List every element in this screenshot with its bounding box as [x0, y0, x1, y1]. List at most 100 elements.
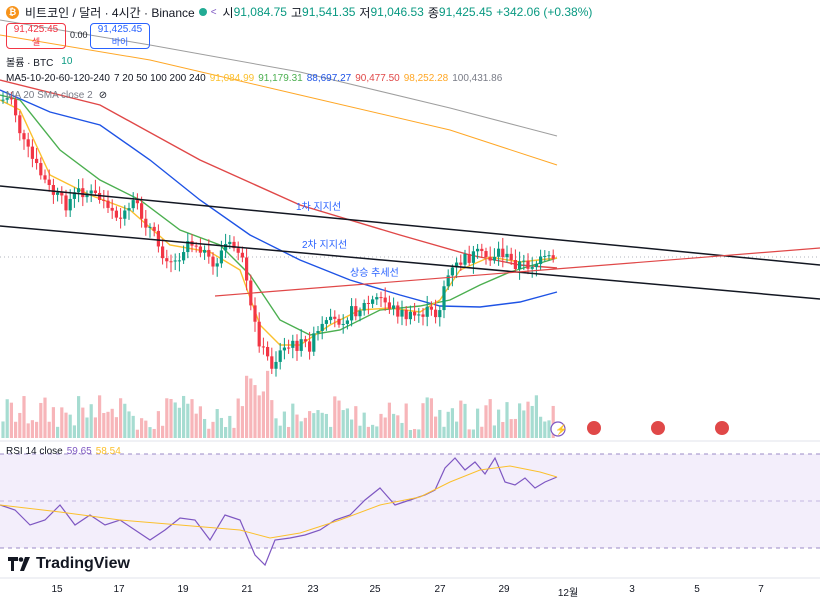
candle: [156, 230, 160, 247]
volume-bar: [249, 378, 253, 438]
volume-bar: [198, 406, 202, 438]
candle: [207, 249, 211, 257]
volume-bar: [387, 402, 391, 438]
candle: [543, 255, 547, 257]
candle: [387, 302, 391, 309]
volume-bar: [539, 416, 543, 438]
volume-bar: [417, 429, 421, 438]
candle: [308, 341, 312, 352]
candle: [316, 330, 320, 334]
candle: [131, 200, 135, 209]
support-line-2[interactable]: [0, 225, 820, 300]
candle: [421, 314, 425, 317]
us-flag-icon[interactable]: [715, 421, 729, 435]
candle: [320, 323, 324, 331]
candle: [30, 146, 34, 159]
volume-bar: [257, 395, 261, 438]
trend-lines[interactable]: [0, 185, 820, 300]
volume-bar: [110, 408, 114, 438]
support-line-1[interactable]: [0, 185, 820, 266]
sell-button[interactable]: 91,425.45 셀: [6, 23, 66, 49]
event-icons[interactable]: ⚡: [550, 421, 729, 437]
ma100-value: 90,477.50: [355, 73, 400, 84]
volume-bar: [47, 421, 51, 438]
volume-bar: [156, 411, 160, 438]
candle: [505, 253, 509, 258]
candle: [413, 311, 417, 316]
ma20-value: 91,179.31: [258, 73, 303, 84]
ma-line: [0, 19, 558, 137]
uptrend-line[interactable]: [214, 247, 820, 297]
symbol-title[interactable]: 비트코인 / 달러 · 4시간 · Binance: [25, 5, 195, 20]
volume-bar: [253, 385, 257, 438]
spread-value: 0.00: [70, 30, 88, 40]
share-icon[interactable]: <: [210, 6, 217, 18]
x-tick: 17: [113, 584, 125, 595]
volume-bar: [22, 396, 26, 438]
dividend-icon[interactable]: [550, 421, 566, 437]
bitcoin-icon: ₿: [6, 5, 19, 19]
volume-bar: [39, 402, 43, 438]
volume-bar: [152, 428, 156, 438]
x-tick: 27: [434, 584, 446, 595]
high-label: 고: [290, 5, 303, 20]
candle: [375, 297, 379, 300]
volume-bar: [534, 395, 538, 438]
eye-hidden-icon[interactable]: ⊘: [98, 90, 108, 101]
candle: [140, 203, 144, 219]
volume-bar: [543, 421, 547, 438]
volume-bar: [480, 426, 484, 438]
candle: [182, 252, 186, 261]
volume-bar: [261, 391, 265, 438]
candle: [337, 318, 341, 325]
buy-button[interactable]: 91,425.45 바이: [90, 23, 150, 49]
volume-bar: [30, 420, 34, 438]
candle: [383, 297, 387, 303]
market-status-icon[interactable]: [198, 8, 207, 16]
volume-bar: [161, 425, 165, 438]
ma-legend[interactable]: MA5-10-20-60-120-240 7 20 50 100 200 240…: [6, 73, 502, 84]
x-tick: 5: [694, 584, 700, 595]
volume-bar: [295, 414, 299, 438]
time-axis[interactable]: 15 17 19 21 23 25 27 29 12월 3 5 7: [0, 584, 820, 599]
volume-bar: [190, 399, 194, 438]
us-flag-icon[interactable]: [587, 421, 601, 435]
buy-label: 바이: [111, 37, 129, 47]
x-tick: 3: [629, 584, 635, 595]
volume-bar: [345, 408, 349, 438]
volume-bar: [186, 403, 190, 438]
candle: [194, 245, 198, 247]
candle: [345, 320, 349, 324]
us-flag-icon[interactable]: [651, 421, 665, 435]
candle: [341, 323, 345, 325]
lightning-icon: ⚡: [555, 423, 567, 436]
candle: [228, 241, 232, 245]
candle: [467, 253, 471, 263]
candle: [215, 263, 219, 267]
volume-bar: [518, 403, 522, 438]
candle: [224, 244, 228, 251]
candle: [18, 115, 22, 134]
volume-bar: [413, 428, 417, 438]
volume-legend[interactable]: 볼륨 · BTC 10: [6, 54, 72, 69]
volume-bar: [337, 400, 341, 438]
volume-bar: [89, 404, 93, 438]
volume-bar: [177, 407, 181, 438]
low-value: 91,046.53: [370, 5, 424, 19]
volume-bar: [72, 425, 76, 438]
volume-bar: [366, 426, 370, 438]
sma-legend[interactable]: MA 20 SMA close 2 ⊘: [6, 90, 107, 101]
candle: [93, 190, 97, 193]
rsi-legend[interactable]: RSI 14 close 59.65 58.54: [6, 446, 121, 457]
tradingview-logo[interactable]: TradingView: [8, 555, 130, 573]
volume-bar: [270, 400, 274, 438]
candle: [488, 257, 492, 261]
volume-bar: [362, 412, 366, 438]
volume-bar: [526, 401, 530, 438]
candle: [39, 163, 43, 176]
moving-average-lines: [0, 19, 558, 346]
volume-bar: [450, 408, 454, 438]
candle: [177, 260, 181, 262]
rsi-lines: [0, 456, 558, 567]
